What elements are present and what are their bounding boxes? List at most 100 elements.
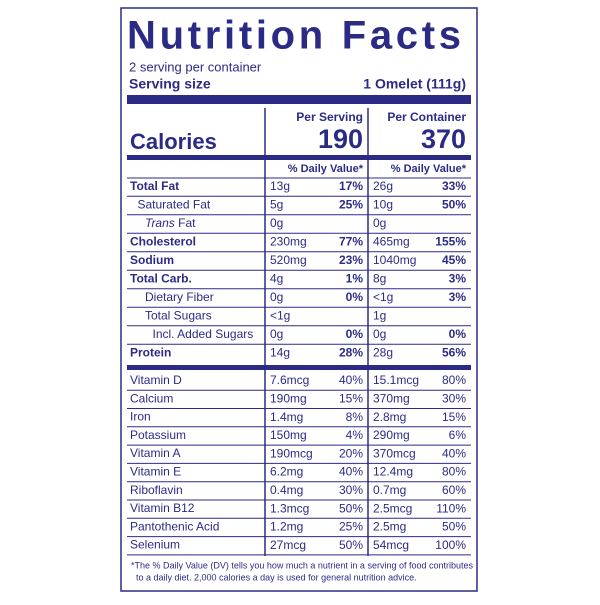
container-dv: 15% <box>442 410 466 424</box>
nutrient-name-text: Vitamin E <box>130 465 181 479</box>
container-amount: 2.8mg <box>373 410 406 424</box>
container-dv: 80% <box>442 465 466 479</box>
nutrient-name: Incl. Added Sugars <box>153 327 254 341</box>
serving-dv: 40% <box>339 373 363 387</box>
serving-dv: 20% <box>339 446 363 460</box>
nutrient-name-text: Total Fat <box>130 179 179 193</box>
calories-per-container: 370 <box>421 124 466 154</box>
container-amount: 2.5mcg <box>373 501 412 515</box>
footnote: to a daily diet. 2,000 calories a day is… <box>136 572 417 582</box>
container-dv: 45% <box>442 253 466 267</box>
dv-heading: % Daily Value* <box>288 163 364 175</box>
label-border <box>120 7 478 592</box>
container-amount: 10g <box>373 198 393 212</box>
container-amount: 54mcg <box>373 538 409 552</box>
container-dv: 3% <box>449 290 467 304</box>
serving-dv: 23% <box>339 253 363 267</box>
container-amount: 28g <box>373 346 393 360</box>
container-dv: 110% <box>436 501 466 515</box>
serving-dv: 1% <box>346 272 364 286</box>
nutrient-name-text: Sodium <box>130 253 174 267</box>
nutrient-name: Total Carb. <box>130 272 192 286</box>
container-dv: 40% <box>442 446 466 460</box>
serving-amount: 14g <box>270 346 290 360</box>
serving-amount: 0g <box>270 216 283 230</box>
container-dv: 0% <box>449 327 467 341</box>
serving-amount: 13g <box>270 179 290 193</box>
serving-dv: 28% <box>339 346 363 360</box>
serving-dv: 50% <box>339 538 363 552</box>
nutrient-name: Trans Fat <box>145 216 196 230</box>
container-amount: 290mg <box>373 428 410 442</box>
serving-dv: 0% <box>346 327 364 341</box>
serving-dv: 8% <box>346 410 364 424</box>
container-dv: 3% <box>449 272 467 286</box>
nutrient-name-text: Saturated Fat <box>138 198 211 212</box>
serving-amount: <1g <box>270 309 290 323</box>
nutrient-name-text: Calcium <box>130 391 173 405</box>
nutrient-name-text: Vitamin D <box>130 373 182 387</box>
serving-dv: 30% <box>339 483 363 497</box>
nutrient-name: Potassium <box>130 428 186 442</box>
nutrient-name-text: Total Sugars <box>145 309 212 323</box>
container-amount: 15.1mcg <box>373 373 419 387</box>
container-dv: 30% <box>442 391 466 405</box>
nutrient-name-text: Vitamin A <box>130 446 180 460</box>
serving-amount: 190mg <box>270 391 307 405</box>
serving-amount: 1.4mg <box>270 410 303 424</box>
nutrient-name: Sodium <box>130 253 174 267</box>
serving-dv: 17% <box>339 179 363 193</box>
nutrient-name-text: Total Carb. <box>130 272 192 286</box>
serving-amount: 1.2mg <box>270 520 303 534</box>
container-amount: <1g <box>373 290 393 304</box>
nutrient-name-text: Iron <box>130 410 151 424</box>
title: Nutrition Facts <box>127 14 461 58</box>
serving-amount: 0g <box>270 290 283 304</box>
serving-dv: 25% <box>339 520 363 534</box>
nutrient-name: Protein <box>130 346 171 360</box>
nutrient-name: Vitamin A <box>130 446 180 460</box>
nutrient-name-text: Fat <box>178 216 196 230</box>
nutrient-name: Vitamin E <box>130 465 181 479</box>
serving-amount: 27mcg <box>270 538 306 552</box>
serving-amount: 5g <box>270 198 283 212</box>
container-amount: 26g <box>373 179 393 193</box>
container-amount: 12.4mg <box>373 465 413 479</box>
serving-amount: 1.3mcg <box>270 501 309 515</box>
container-amount: 8g <box>373 272 386 286</box>
container-dv: 33% <box>442 179 466 193</box>
serving-amount: 0g <box>270 327 283 341</box>
nutrient-name: Selenium <box>130 538 180 552</box>
container-dv: 56% <box>442 346 466 360</box>
footnote: *The % Daily Value (DV) tells you how mu… <box>131 560 474 570</box>
medium-rule <box>127 365 471 370</box>
nutrient-name-text: Incl. Added Sugars <box>153 327 254 341</box>
serving-dv: 15% <box>339 391 363 405</box>
nutrient-name: Riboflavin <box>130 483 183 497</box>
serving-amount: 190mcg <box>270 446 313 460</box>
calories-per-serving: 190 <box>318 124 363 154</box>
container-dv: 60% <box>442 483 466 497</box>
container-amount: 2.5mg <box>373 520 406 534</box>
container-dv: 50% <box>442 198 466 212</box>
nutrient-name-text: Riboflavin <box>130 483 183 497</box>
serving-amount: 7.6mcg <box>270 373 309 387</box>
nutrient-name: Vitamin D <box>130 373 182 387</box>
serving-dv: 77% <box>339 235 363 249</box>
serving-amount: 150mg <box>270 428 307 442</box>
nutrient-name: Dietary Fiber <box>145 290 214 304</box>
nutrient-name-text: Cholesterol <box>130 235 196 249</box>
container-amount: 0g <box>373 327 386 341</box>
nutrient-name: Pantothenic Acid <box>130 520 219 534</box>
serving-amount: 6.2mg <box>270 465 303 479</box>
nutrient-name: Calcium <box>130 391 173 405</box>
nutrient-name: Total Sugars <box>145 309 212 323</box>
container-amount: 0.7mg <box>373 483 406 497</box>
serving-amount: 4g <box>270 272 283 286</box>
container-dv: 80% <box>442 373 466 387</box>
serving-amount: 0.4mg <box>270 483 303 497</box>
serving-amount: 520mg <box>270 253 307 267</box>
nutrient-name: Saturated Fat <box>138 198 211 212</box>
